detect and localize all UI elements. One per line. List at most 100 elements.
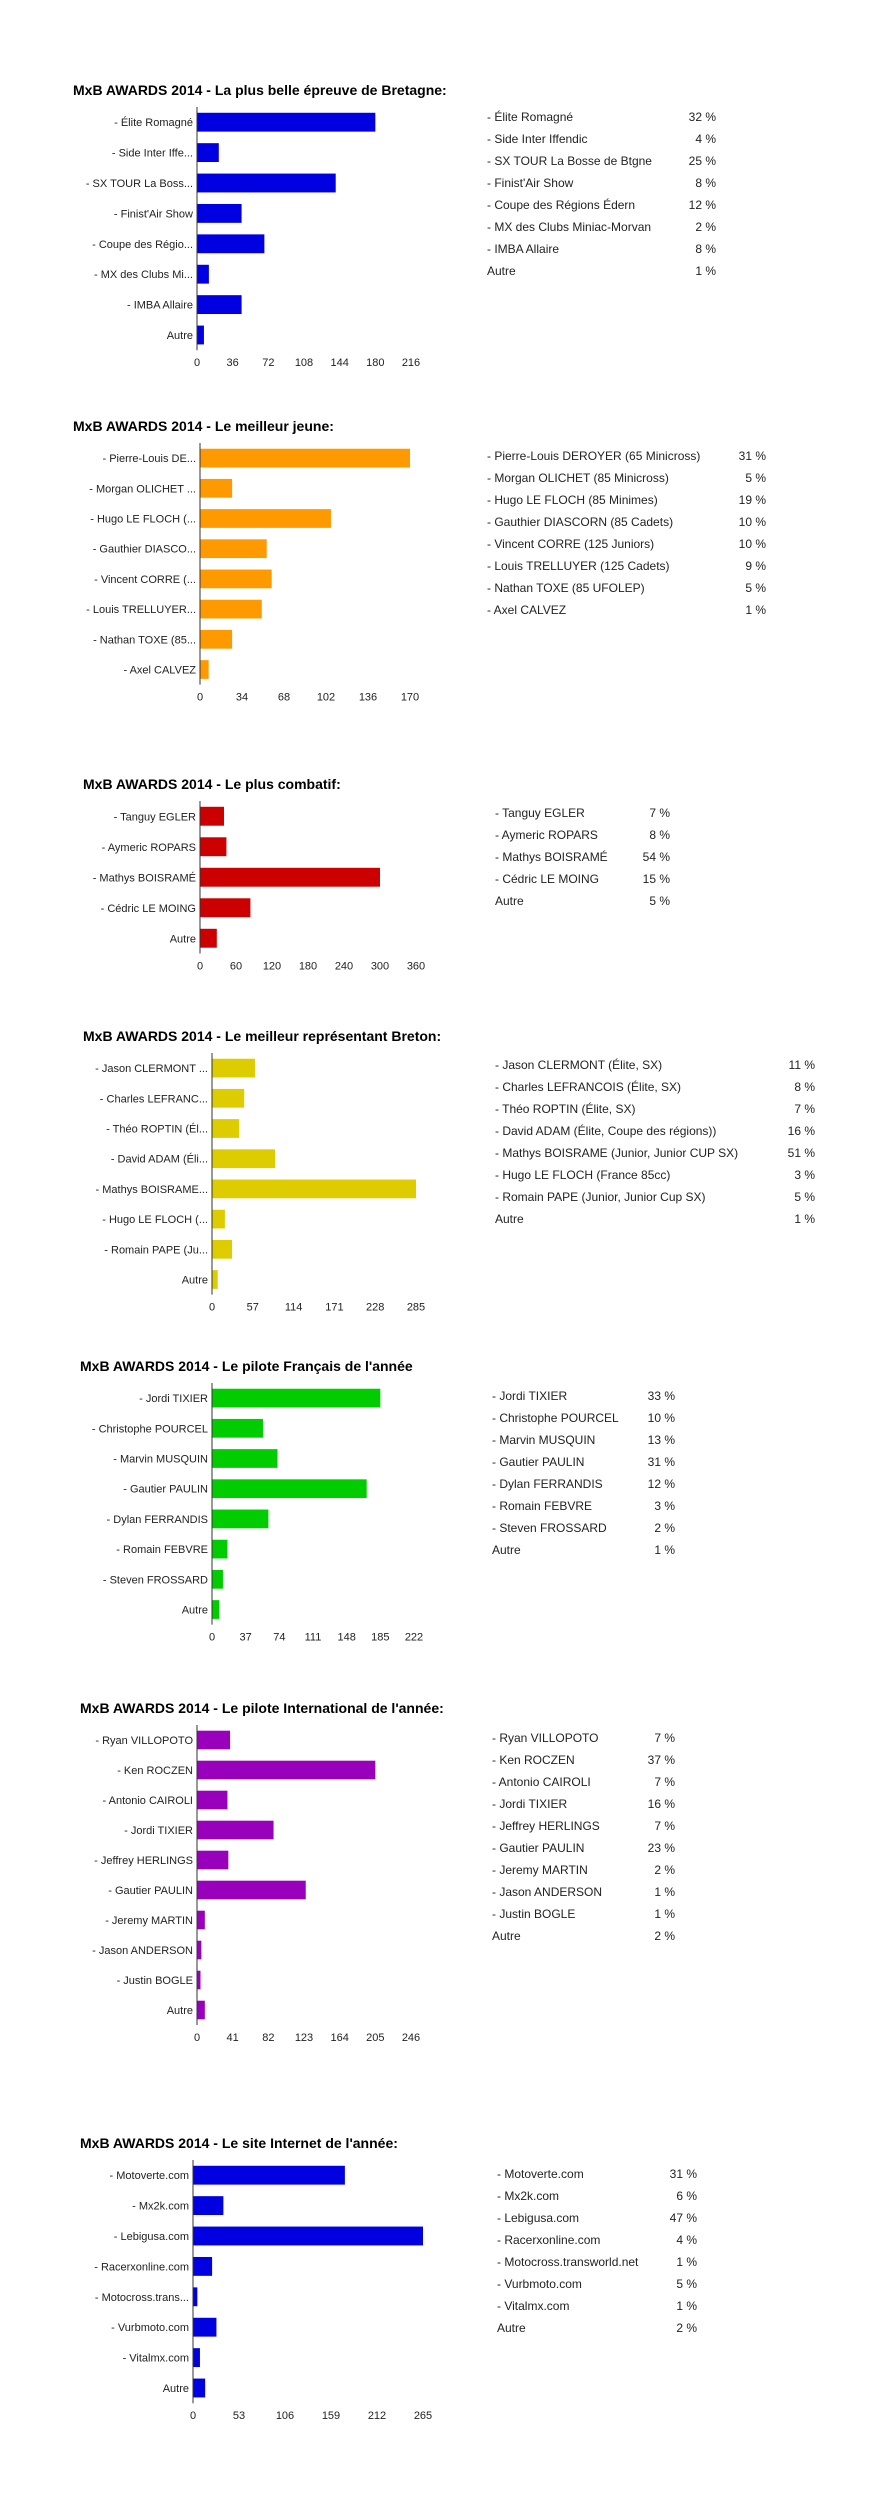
legend-label: Autre [495,894,524,908]
category-label: - Élite Romagné [114,116,193,129]
x-tick-label: 205 [366,2032,384,2044]
category-label: Autre [170,933,196,945]
legend-label: Autre [495,1212,524,1226]
bar [200,867,380,887]
bar [212,1509,269,1529]
legend-percentage: 37 % [647,1753,675,1767]
legend-percentage: 2 % [654,1521,675,1535]
chart-title: MxB AWARDS 2014 - Le pilote Français de … [80,1358,413,1374]
legend-percentage: 54 % [642,850,670,864]
category-label: Autre [167,2005,193,2017]
legend-label: - Vincent CORRE (125 Juniors) [487,537,655,551]
x-tick-label: 212 [368,2410,386,2422]
x-tick-label: 0 [197,961,203,973]
x-tick-label: 0 [190,2410,196,2422]
legend-label: - Mx2k.com [497,2189,560,2203]
bar [212,1449,278,1468]
legend-percentage: 5 % [745,581,766,595]
category-label: - Cédric LE MOING [101,903,196,915]
category-label: - Racerxonline.com [94,2261,189,2273]
legend-label: - Dylan FERRANDIS [492,1477,603,1491]
x-tick-label: 37 [240,1632,252,1644]
bar [212,1388,381,1408]
bar [197,203,242,223]
bar [197,234,265,254]
x-tick-label: 164 [330,2032,348,2044]
category-label: - Dylan FERRANDIS [107,1514,208,1526]
x-tick-label: 34 [236,692,248,704]
category-label: - Gauthier DIASCO... [93,544,196,556]
legend-percentage: 8 % [695,242,716,256]
legend-label: - Jordi TIXIER [492,1797,568,1811]
legend-percentage: 5 % [745,471,766,485]
legend-label: - Racerxonline.com [497,2233,601,2247]
chart-title: MxB AWARDS 2014 - La plus belle épreuve … [73,82,447,98]
x-tick-label: 0 [209,1302,215,1314]
category-label: - Hugo LE FLOCH (... [90,514,196,526]
bar [212,1569,223,1589]
category-label: - Jordi TIXIER [139,1393,208,1405]
category-label: - Finist'Air Show [114,208,193,220]
legend-label: - Mathys BOISRAME (Junior, Junior CUP SX… [495,1146,739,1160]
bar [197,1880,306,1900]
bar [197,264,209,284]
category-label: - Gautier PAULIN [108,1885,193,1897]
x-tick-label: 123 [295,2032,313,2044]
category-label: - Ken ROCZEN [117,1765,193,1777]
category-label: - Justin BOGLE [117,1975,193,1987]
bar [193,2196,224,2216]
category-label: - Antonio CAIROLI [103,1795,194,1807]
category-label: - Ryan VILLOPOTO [95,1735,193,1747]
bar [197,2000,205,2020]
bar [200,928,217,948]
x-tick-label: 41 [227,2032,239,2044]
legend-label: - Gauthier DIASCORN (85 Cadets) [487,515,674,529]
chart-title: MxB AWARDS 2014 - Le site Internet de l'… [80,2135,398,2151]
chart-title: MxB AWARDS 2014 - Le plus combatif: [83,776,341,792]
bar [197,112,376,132]
bar [212,1058,255,1078]
x-tick-label: 265 [414,2410,432,2422]
bar [200,898,251,918]
legend-percentage: 5 % [649,894,670,908]
x-tick-label: 246 [402,2032,420,2044]
legend-percentage: 7 % [654,1819,675,1833]
x-tick-label: 171 [325,1302,343,1314]
legend-percentage: 3 % [794,1168,815,1182]
legend-label: Autre [487,264,516,278]
bar [193,2348,200,2368]
legend-percentage: 31 % [669,2167,697,2181]
x-tick-label: 36 [227,357,239,369]
legend-label: - Charles LEFRANCOIS (Élite, SX) [495,1080,682,1094]
x-tick-label: 180 [366,357,384,369]
bar [200,448,410,468]
category-label: - Motoverte.com [110,2170,189,2182]
category-label: Autre [182,1605,208,1617]
legend-percentage: 9 % [745,559,766,573]
x-tick-label: 144 [330,357,348,369]
legend-percentage: 10 % [738,515,766,529]
bar [197,325,204,345]
category-label: - Romain FEBVRE [116,1544,208,1556]
legend-percentage: 13 % [647,1433,675,1447]
category-label: - Nathan TOXE (85... [93,634,196,646]
legend-percentage: 10 % [738,537,766,551]
category-label: - Jeffrey HERLINGS [94,1855,193,1867]
x-tick-label: 60 [230,961,242,973]
legend-label: - Gautier PAULIN [492,1455,585,1469]
x-tick-label: 53 [233,2410,245,2422]
x-tick-label: 360 [407,961,425,973]
bar [197,1970,201,1990]
legend-percentage: 15 % [642,872,670,886]
category-label: - David ADAM (Éli... [111,1153,208,1166]
legend-label: - Ryan VILLOPOTO [492,1731,599,1745]
legend-percentage: 1 % [695,264,716,278]
category-label: - Morgan OLICHET ... [89,483,196,495]
category-label: - Motocross.trans... [95,2292,189,2304]
bar [200,806,224,826]
legend-label: - Théo ROPTIN (Élite, SX) [495,1102,636,1116]
category-label: - Gautier PAULIN [123,1484,208,1496]
bar [197,1790,228,1810]
legend-label: - MX des Clubs Miniac-Morvan [487,220,652,234]
legend-label: - Marvin MUSQUIN [492,1433,596,1447]
